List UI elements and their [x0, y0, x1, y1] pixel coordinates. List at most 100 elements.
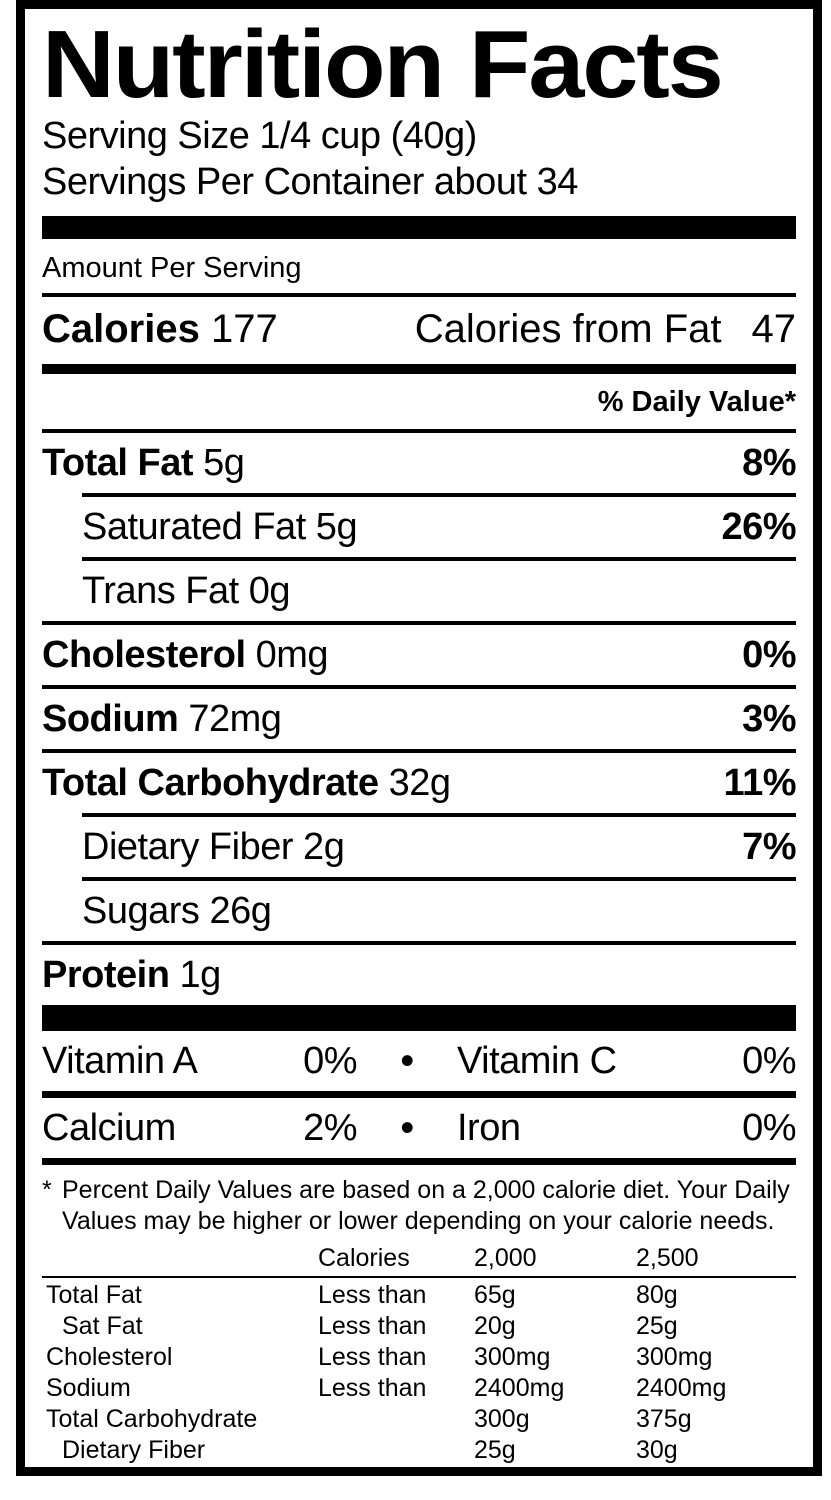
nutrient-row: Total Carbohydrate 32g 11% [42, 753, 797, 813]
nutrient-amount: 72mg [178, 698, 282, 740]
table-header-blank [46, 1243, 318, 1274]
calories-from-fat-label: Calories from Fat [414, 307, 722, 351]
daily-values-table-row: Cholesterol Less than 300mg 300mg [42, 1342, 796, 1373]
table-cell-name: Sodium [46, 1374, 131, 1402]
table-cell-qualifier: Less than [318, 1374, 427, 1402]
calories-value: 177 [210, 307, 278, 351]
nutrient-daily-value: 26% [721, 506, 796, 548]
vitamin-right-name: Vitamin C [457, 1040, 617, 1082]
footnote-line1: Percent Daily Values are based on a 2,00… [62, 1176, 790, 1204]
separator-rule [42, 685, 796, 689]
nutrient-name: Trans Fat [82, 570, 239, 612]
table-cell-2000: 2400mg [474, 1374, 565, 1402]
daily-values-table-header: Calories 2,000 2,500 [42, 1243, 796, 1274]
table-cell-qualifier [318, 1435, 474, 1466]
nutrient-name-amount: Total Carbohydrate 32g [42, 761, 451, 805]
vitamin-row: Vitamin A 0% • Vitamin C 0% [42, 1031, 797, 1091]
table-cell-qualifier: Less than [318, 1343, 427, 1371]
table-header-2500: 2,500 [636, 1244, 699, 1272]
nutrient-amount: 26g [199, 890, 272, 932]
table-cell-qualifier: Less than [318, 1281, 427, 1309]
table-cell-2000: 65g [474, 1281, 516, 1309]
nutrient-name-amount: Trans Fat 0g [82, 569, 291, 613]
separator-rule [82, 877, 796, 881]
label-title: Nutrition Facts [42, 11, 724, 118]
nutrient-name: Saturated Fat [82, 506, 306, 548]
calories-from-fat-value: 47 [751, 307, 797, 351]
daily-values-table-row: Sat Fat Less than 20g 25g [42, 1311, 796, 1342]
separator-rule [42, 621, 796, 625]
table-cell-qualifier: Less than [318, 1312, 427, 1340]
footnote: * Percent Daily Values are based on a 2,… [42, 1175, 796, 1237]
daily-values-table-row: Dietary Fiber 25g 30g [42, 1435, 796, 1466]
nutrient-daily-value: 0% [742, 634, 796, 676]
footnote-text: Percent Daily Values are based on a 2,00… [62, 1175, 790, 1237]
serving-size: Serving Size 1/4 cup (40g) [42, 115, 477, 157]
table-header-calories: Calories [318, 1244, 410, 1272]
daily-values-table-row: Sodium Less than 2400mg 2400mg [42, 1373, 796, 1404]
vitamin-right-name: Iron [457, 1107, 521, 1149]
nutrient-daily-value: 8% [742, 442, 796, 484]
nutrient-name: Total Carbohydrate [42, 762, 379, 804]
vitamin-right-value: 0% [742, 1107, 796, 1149]
nutrient-name: Cholesterol [42, 634, 246, 676]
nutrient-name: Sodium [42, 698, 179, 740]
table-header-rule [42, 1276, 796, 1278]
nutrient-row: Sugars 26g [42, 881, 796, 941]
nutrient-name: Sugars [82, 890, 200, 932]
thick-separator-bar-top [42, 216, 796, 239]
nutrient-amount: 5g [193, 442, 245, 484]
nutrient-amount: 5g [305, 506, 358, 548]
nutrient-name-amount: Total Fat 5g [42, 441, 245, 485]
footnote-line2: Values may be higher or lower depending … [62, 1207, 775, 1235]
table-cell-name: Total Fat [46, 1281, 142, 1309]
table-header-2000: 2,000 [474, 1244, 537, 1272]
nutrition-facts-label: Nutrition Facts Serving Size 1/4 cup (40… [16, 0, 822, 1476]
calories-row: Calories 177 Calories from Fat 47 [42, 297, 796, 374]
daily-values-table-row: Total Fat Less than 65g 80g [42, 1280, 796, 1311]
nutrient-amount: 1g [169, 954, 221, 996]
vitamin-right-value: 0% [742, 1040, 796, 1082]
nutrient-daily-value: 3% [742, 698, 796, 740]
daily-values-table-row: Total Carbohydrate 300g 375g [42, 1404, 796, 1435]
table-cell-name: Total Carbohydrate [46, 1405, 258, 1433]
nutrient-name-amount: Protein 1g [42, 953, 221, 997]
table-cell-2500: 375g [636, 1405, 692, 1433]
separator-rule [82, 493, 796, 497]
table-cell-name: Cholesterol [46, 1343, 173, 1371]
nutrient-name-amount: Saturated Fat 5g [82, 505, 358, 549]
nutrient-amount: 0g [238, 570, 291, 612]
daily-values-table: Calories 2,000 2,500 Total Fat Less than… [42, 1243, 796, 1466]
separator-rule [42, 1158, 796, 1165]
table-cell-2500: 25g [636, 1312, 678, 1340]
table-cell-2500: 30g [636, 1436, 678, 1464]
separator-rule [42, 1091, 796, 1098]
table-cell-2500: 300mg [636, 1343, 713, 1371]
nutrient-row: Cholesterol 0mg 0% [42, 625, 796, 685]
vitamin-left-name: Vitamin A [42, 1040, 198, 1082]
nutrient-amount: 0mg [245, 634, 329, 676]
nutrient-name: Protein [42, 954, 170, 996]
table-cell-2000: 300g [474, 1405, 530, 1433]
vitamin-left-value: 2% [303, 1107, 357, 1149]
nutrient-row: Total Fat 5g 8% [42, 433, 796, 493]
nutrient-rows: Total Fat 5g 8% Saturated Fat 5g 26% Tra… [42, 433, 797, 1005]
table-cell-2000: 300mg [474, 1343, 551, 1371]
nutrient-daily-value: 11% [723, 762, 797, 804]
table-cell-2000: 20g [474, 1312, 516, 1340]
nutrient-amount: 32g [378, 762, 451, 804]
nutrient-name-amount: Cholesterol 0mg [42, 633, 329, 677]
table-cell-2500: 2400mg [636, 1374, 727, 1402]
vitamin-left-value: 0% [303, 1040, 357, 1082]
separator-rule [82, 813, 796, 817]
footnote-asterisk: * [42, 1176, 52, 1204]
amount-per-serving-label: Amount Per Serving [42, 252, 796, 297]
table-cell-2500: 80g [636, 1281, 678, 1309]
separator-rule [42, 749, 796, 753]
nutrient-amount: 2g [293, 826, 345, 868]
bullet-separator-icon: • [400, 1106, 414, 1150]
nutrient-row: Protein 1g [42, 945, 796, 1005]
vitamin-row: Calcium 2% • Iron 0% [42, 1098, 797, 1158]
thick-separator-bar-mid [42, 1005, 796, 1031]
